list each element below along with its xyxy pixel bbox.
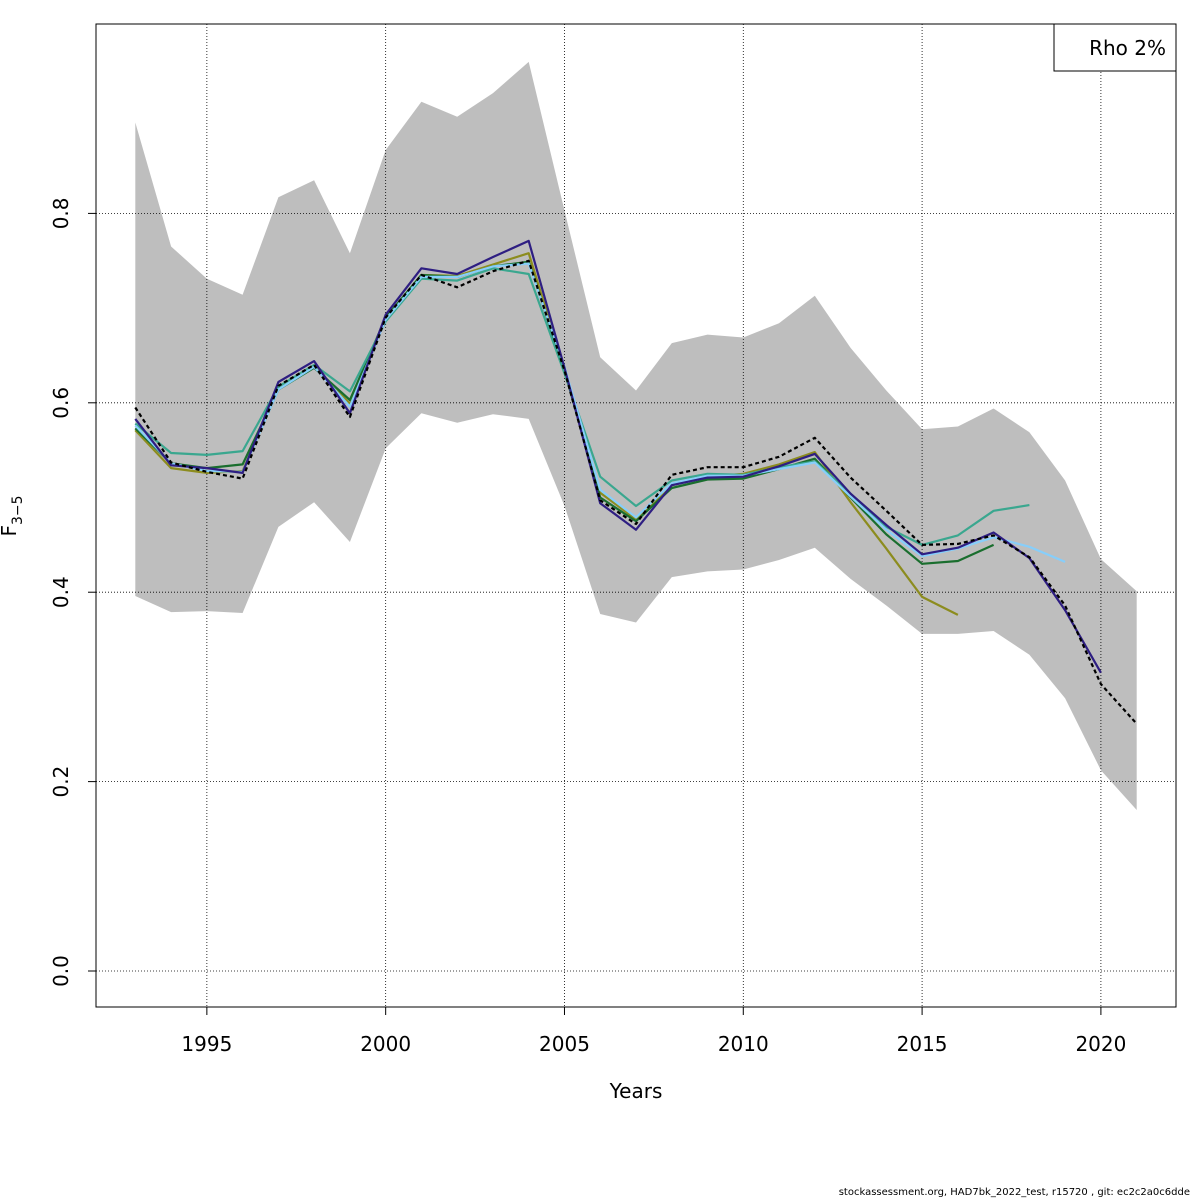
- confidence-band: [135, 61, 1137, 810]
- x-tick-label: 2005: [539, 1032, 590, 1056]
- confidence-band-layer: [135, 61, 1137, 810]
- plot-frame: [95, 23, 1177, 1008]
- x-tick-label: 2015: [897, 1032, 948, 1056]
- x-axis: 1995 2000 2005 2010 2015 2020: [181, 1007, 1126, 1056]
- y-axis-title-main: F: [0, 525, 21, 537]
- x-tick-label: 2000: [360, 1032, 411, 1056]
- y-tick-label: 0.4: [49, 576, 73, 608]
- x-tick-label: 1995: [181, 1032, 232, 1056]
- series-line-1: [134, 239, 1102, 674]
- grid-layer: [96, 24, 1176, 1007]
- x-tick-label: 2010: [718, 1032, 769, 1056]
- series-line-0: [134, 259, 1138, 725]
- legend: Rho 2%: [1053, 23, 1177, 72]
- y-axis-title: F3−5: [0, 495, 26, 536]
- y-tick-label: 0.8: [49, 197, 73, 229]
- legend-box: [1053, 23, 1177, 72]
- series-line-2: [134, 262, 1066, 563]
- y-axis-title-subscript: 3−5: [10, 495, 26, 525]
- legend-label: Rho 2%: [1089, 36, 1166, 60]
- y-tick-label: 0.6: [49, 387, 73, 419]
- y-axis: 0.0 0.2 0.4 0.6 0.8: [49, 197, 96, 987]
- footer-credit: stockassessment.org, HAD7bk_2022_test, r…: [838, 1187, 1190, 1198]
- x-tick-label: 2020: [1075, 1032, 1126, 1056]
- y-tick-label: 0.0: [49, 955, 73, 987]
- series-layer: [134, 239, 1138, 725]
- x-axis-title: Years: [609, 1079, 663, 1103]
- y-tick-label: 0.2: [49, 766, 73, 798]
